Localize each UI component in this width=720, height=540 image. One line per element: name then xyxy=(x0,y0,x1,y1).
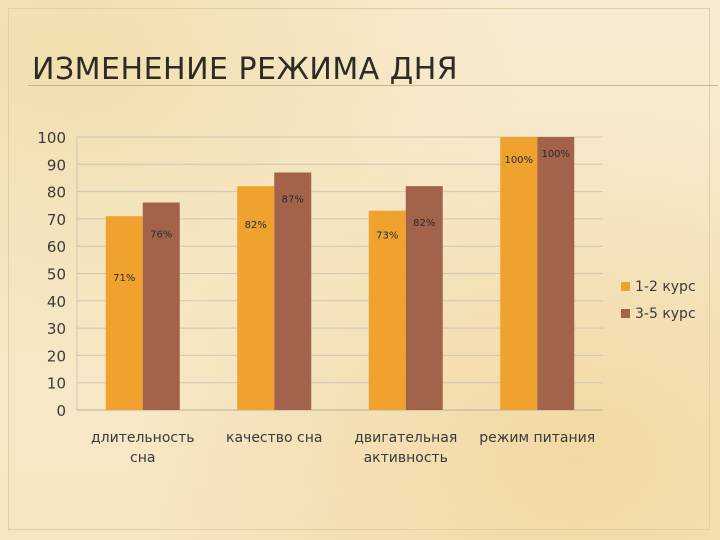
legend-swatch xyxy=(621,282,630,291)
y-tick-label: 90 xyxy=(47,156,66,174)
data-label: 76% xyxy=(150,230,172,241)
bar xyxy=(405,186,443,410)
data-label: 100% xyxy=(504,155,533,166)
data-label: 73% xyxy=(376,231,398,242)
bar xyxy=(237,186,275,410)
category-label: длительность xyxy=(91,430,195,446)
y-tick-label: 30 xyxy=(47,320,66,338)
title-underline xyxy=(28,85,718,86)
bar xyxy=(537,137,575,410)
bar xyxy=(274,172,312,410)
category-label: двигательная xyxy=(354,430,457,446)
data-label: 100% xyxy=(541,149,570,160)
category-label: режим питания xyxy=(479,430,595,446)
data-label: 82% xyxy=(413,218,435,229)
y-tick-label: 20 xyxy=(47,347,66,365)
bar xyxy=(142,202,180,410)
data-label: 82% xyxy=(245,220,267,231)
category-label: сна xyxy=(130,450,155,466)
legend-label: 3-5 курс xyxy=(635,306,696,322)
y-tick-label: 10 xyxy=(47,375,66,393)
y-tick-label: 60 xyxy=(47,238,66,256)
category-label: активность xyxy=(364,450,448,466)
y-tick-label: 100 xyxy=(37,129,66,147)
y-tick-label: 70 xyxy=(47,211,66,229)
legend-swatch xyxy=(621,309,630,318)
bar xyxy=(368,210,406,410)
legend-label: 1-2 курс xyxy=(635,279,696,295)
slide-frame xyxy=(8,8,710,530)
y-tick-label: 0 xyxy=(56,402,66,420)
bar xyxy=(500,137,538,410)
data-label: 87% xyxy=(282,194,304,205)
slide-title: ИЗМЕНЕНИЕ РЕЖИМА ДНЯ xyxy=(32,52,459,87)
y-tick-label: 50 xyxy=(47,266,66,284)
y-tick-label: 40 xyxy=(47,293,66,311)
y-tick-label: 80 xyxy=(47,184,66,202)
data-label: 71% xyxy=(113,273,135,284)
bar xyxy=(105,216,143,410)
category-label: качество сна xyxy=(226,430,322,446)
